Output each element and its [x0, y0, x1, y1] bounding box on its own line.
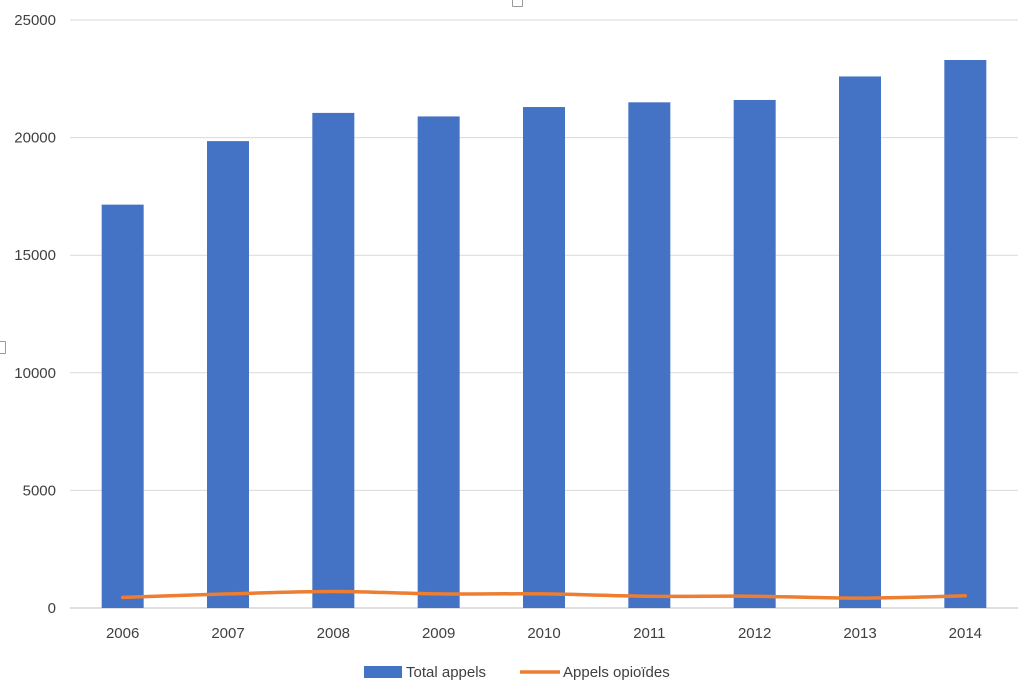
y-tick-label: 0 [48, 600, 56, 617]
chart-resize-handle-top[interactable] [512, 0, 523, 7]
legend-label-total-appels: Total appels [406, 664, 486, 681]
y-tick-label: 15000 [14, 247, 56, 264]
x-tick-label: 2006 [106, 625, 139, 642]
line-appels-opioides [120, 589, 968, 600]
x-tick-label: 2010 [527, 625, 560, 642]
chart-resize-handle-left[interactable] [0, 341, 6, 354]
bar-total-appels-2006 [101, 204, 144, 608]
legend-swatch-total-appels [364, 666, 402, 678]
legend: Total appels Appels opioïdes [364, 664, 670, 681]
bar-total-appels-2012 [733, 99, 776, 608]
x-tick-label: 2011 [633, 625, 665, 642]
y-tick-label: 5000 [23, 482, 56, 499]
x-axis-tick-labels: 2006 2007 2008 2009 2010 2011 2012 2013 2014 [106, 625, 982, 642]
x-tick-label: 2014 [949, 625, 982, 642]
legend-label-appels-opioides: Appels opioïdes [563, 664, 670, 681]
x-tick-label: 2009 [422, 625, 455, 642]
bar-total-appels-2011 [628, 102, 671, 608]
bar-total-appels-2013 [839, 76, 881, 608]
bar-total-appels-2008 [312, 112, 355, 609]
y-tick-label: 20000 [14, 130, 56, 147]
y-tick-label: 10000 [14, 365, 56, 382]
x-tick-label: 2008 [317, 625, 350, 642]
bar-total-appels-2007 [207, 141, 249, 609]
x-tick-label: 2013 [843, 625, 876, 642]
x-tick-label: 2007 [211, 625, 244, 642]
y-tick-label: 25000 [14, 12, 56, 29]
bar-total-appels-2010 [523, 107, 565, 609]
x-tick-label: 2012 [738, 625, 771, 642]
y-axis-tick-labels: 0 5000 10000 15000 20000 25000 [14, 12, 56, 617]
bar-series [101, 59, 987, 609]
line-series [120, 589, 968, 600]
bar-total-appels-2009 [417, 116, 460, 608]
bar-total-appels-2014 [944, 59, 987, 608]
